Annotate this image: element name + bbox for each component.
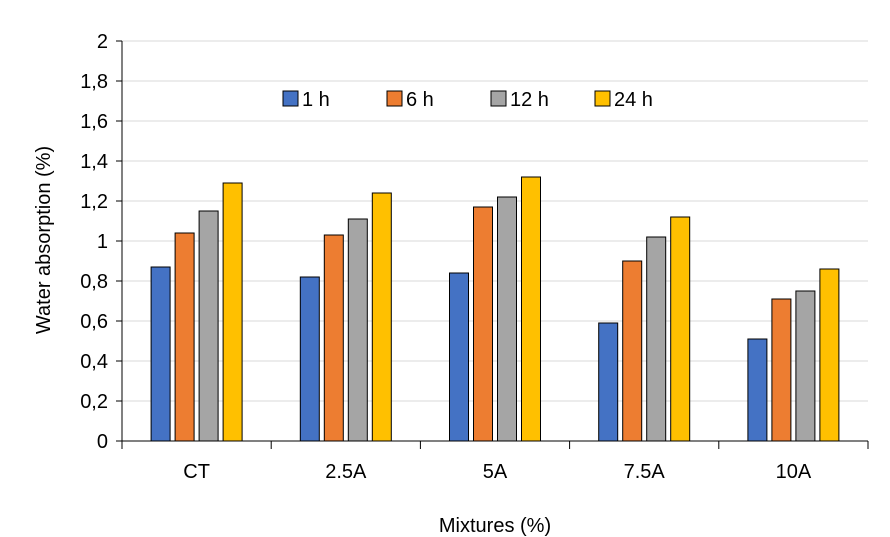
y-axis-title: Water absorption (%) xyxy=(33,146,55,334)
bar-12h-10A xyxy=(795,290,816,442)
bar-1h-7.5A xyxy=(598,322,619,442)
bar-6h-7.5A xyxy=(622,260,643,442)
bar-24h-5A xyxy=(521,176,541,442)
legend-label: 6 h xyxy=(406,89,434,111)
legend-label: 1 h xyxy=(302,89,330,111)
bar-24h-2.5A xyxy=(371,192,392,442)
x-tick-label: 7.5A xyxy=(624,461,666,483)
legend: 1 h 6 h 12 h 24 h xyxy=(282,89,653,111)
legend-swatch-12h xyxy=(490,90,507,107)
bar-6h-10A xyxy=(771,298,792,442)
y-tick-label: 0,2 xyxy=(80,391,108,413)
bars xyxy=(150,176,840,442)
bar-1h-5A xyxy=(449,272,469,442)
gridlines xyxy=(122,40,868,402)
y-tick-label: 0,6 xyxy=(80,311,108,333)
legend-swatch-1h xyxy=(282,90,299,107)
x-tick-label: 5A xyxy=(483,461,508,483)
bar-24h-7.5A xyxy=(670,216,691,442)
bar-12h-5A xyxy=(497,196,517,442)
y-tick-label: 2 xyxy=(97,31,108,53)
y-tick-label: 1,6 xyxy=(80,111,108,133)
bar-6h-5A xyxy=(473,206,493,442)
legend-label: 12 h xyxy=(510,89,549,111)
bar-24h-10A xyxy=(819,268,840,442)
bar-12h-7.5A xyxy=(646,236,667,442)
x-axis-title: Mixtures (%) xyxy=(439,515,551,537)
bar-24h-CT xyxy=(222,182,243,442)
legend-label: 24 h xyxy=(614,89,653,111)
y-tick-label: 1 xyxy=(97,231,108,253)
bar-1h-10A xyxy=(747,338,768,442)
y-tick-label: 1,2 xyxy=(80,191,108,213)
y-tick-label: 0 xyxy=(97,431,108,453)
x-tick-label: CT xyxy=(183,461,210,483)
legend-swatch-24h xyxy=(594,90,611,107)
x-tick-label: 2.5A xyxy=(325,461,367,483)
y-tick-label: 1,8 xyxy=(80,71,108,93)
bar-6h-CT xyxy=(174,232,195,442)
y-tick-label: 0,8 xyxy=(80,271,108,293)
bar-12h-2.5A xyxy=(347,218,368,442)
y-tick-label: 0,4 xyxy=(80,351,108,373)
x-tick-label: 10A xyxy=(776,461,812,483)
y-tick-label: 1,4 xyxy=(80,151,108,173)
axes: 0 0,2 0,4 0,6 0,8 1 1,2 1,4 1,6 1,8 2 CT 2.5A 5A 7.5A 1… xyxy=(80,31,869,483)
bar-6h-2.5A xyxy=(323,234,344,442)
legend-swatch-6h xyxy=(386,90,403,107)
bar-12h-CT xyxy=(198,210,219,442)
bar-1h-2.5A xyxy=(299,276,320,442)
bar-1h-CT xyxy=(150,266,171,442)
